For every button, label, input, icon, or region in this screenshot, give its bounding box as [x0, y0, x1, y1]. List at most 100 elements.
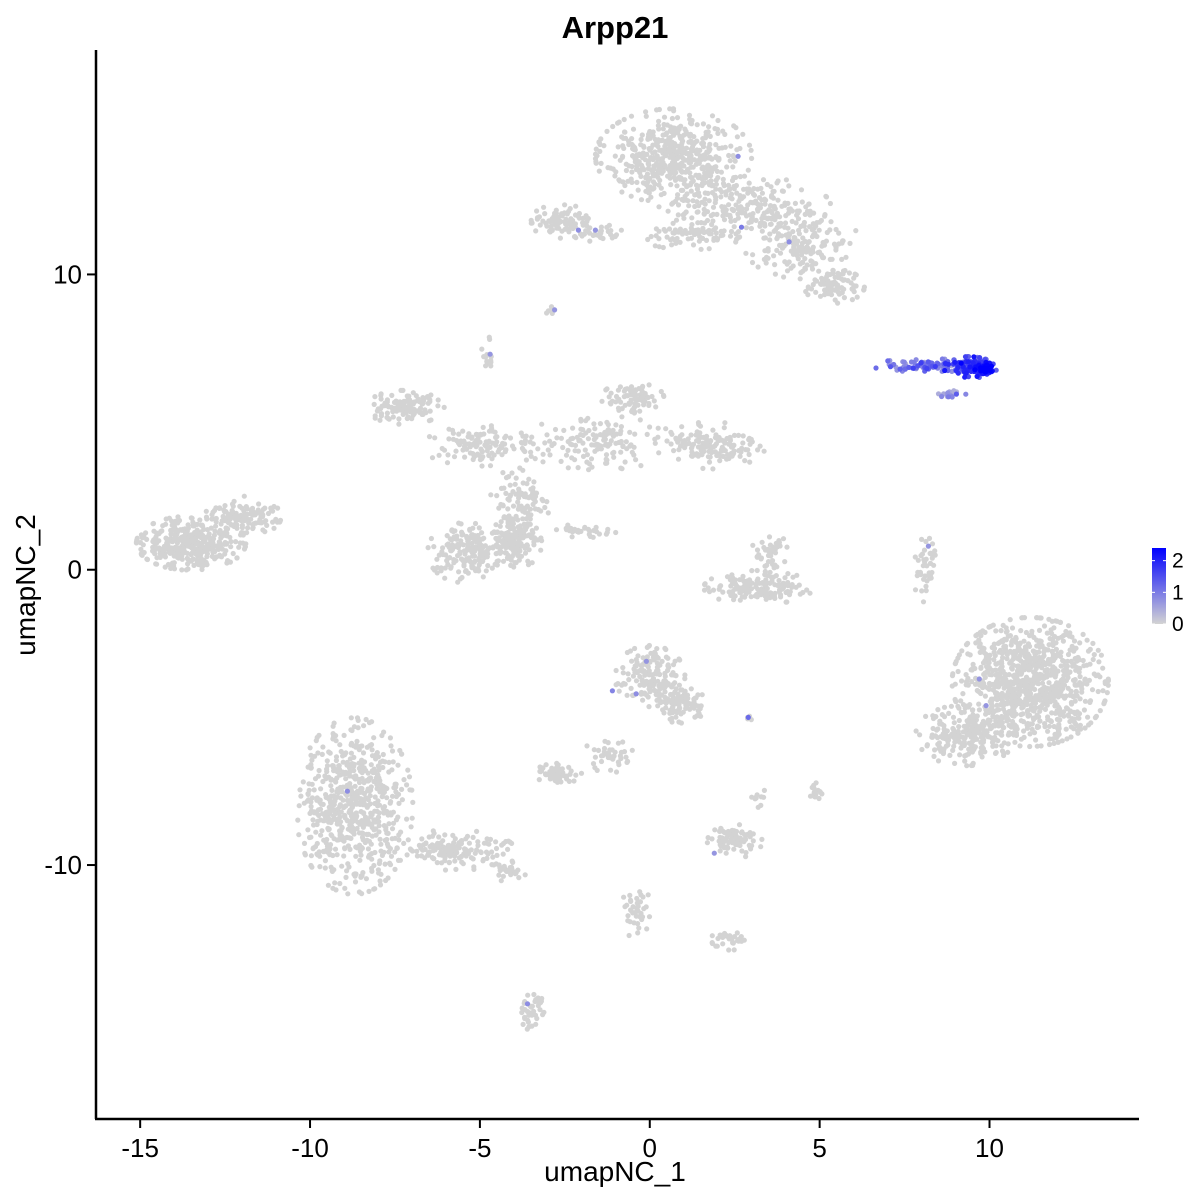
- cell-point: [470, 456, 476, 463]
- cell-point: [388, 799, 394, 805]
- cell-point: [727, 214, 734, 221]
- cell-point: [153, 540, 159, 546]
- cell-point: [549, 768, 555, 774]
- cell-point: [706, 182, 713, 188]
- cell-point: [607, 400, 613, 406]
- cell-point: [1072, 656, 1078, 662]
- cell-point: [696, 203, 702, 209]
- cell-point: [839, 256, 845, 262]
- cell-point: [706, 589, 713, 595]
- cell-point: [644, 926, 650, 932]
- cell-point: [761, 256, 768, 262]
- cell-point: [583, 228, 589, 234]
- cell-point: [176, 553, 182, 559]
- cell-point: [322, 858, 328, 864]
- cell-point: [846, 270, 853, 276]
- cell-point: [594, 767, 600, 774]
- cell-point: [622, 182, 628, 189]
- cell-point: [170, 539, 176, 545]
- cell-point: [1033, 737, 1039, 743]
- cell-point: [607, 430, 613, 436]
- cell-point: [522, 525, 528, 531]
- cell-point: [734, 134, 741, 140]
- cell-point: [337, 880, 343, 887]
- cell-point: [1024, 725, 1030, 731]
- cell-point: [331, 720, 337, 726]
- cell-point: [965, 640, 971, 647]
- cell-point: [774, 180, 780, 186]
- cell-point: [743, 250, 749, 256]
- cell-point: [686, 440, 692, 446]
- cell-point: [659, 147, 665, 153]
- cell-point: [676, 126, 682, 132]
- cell-point: [375, 814, 382, 820]
- cell-point: [956, 717, 962, 724]
- cell-point: [204, 516, 210, 522]
- cell-point: [184, 537, 190, 543]
- cell-point: [676, 656, 682, 662]
- cell-point: [634, 179, 640, 185]
- cell-point: [1046, 661, 1053, 667]
- cell-point: [513, 533, 520, 539]
- cell-point: [163, 521, 169, 527]
- cell-point: [1075, 728, 1081, 734]
- cell-point: [949, 673, 956, 679]
- cell-point: [493, 434, 499, 440]
- cell-point: [472, 558, 478, 564]
- cell-point: [1081, 663, 1087, 669]
- cell-point: [608, 755, 614, 761]
- cell-point: [670, 662, 677, 668]
- cell-point: [724, 845, 730, 851]
- cell-point: [723, 192, 729, 198]
- cell-point: [979, 721, 985, 727]
- cell-point: [669, 684, 675, 690]
- cell-point: [962, 753, 968, 759]
- cell-point: [807, 793, 814, 799]
- cell-point: [999, 667, 1005, 673]
- cell-point: [537, 222, 543, 228]
- cell-point: [660, 707, 666, 713]
- cell-point: [1045, 647, 1051, 653]
- cell-point: [1009, 625, 1016, 631]
- cell-point: [1100, 665, 1106, 671]
- cell-point: [771, 253, 777, 259]
- cell-point: [429, 455, 436, 461]
- cell-point: [767, 221, 774, 227]
- cell-point: [782, 224, 788, 230]
- cell-point: [746, 589, 752, 595]
- cell-point: [688, 174, 694, 180]
- cell-point: [999, 650, 1005, 656]
- cell-point: [757, 223, 763, 229]
- cell-point: [1055, 739, 1061, 745]
- cell-point: [604, 386, 610, 392]
- cell-point: [761, 448, 767, 454]
- cell-point: [731, 846, 737, 852]
- cell-point: [453, 448, 459, 454]
- cell-point: [396, 400, 402, 406]
- cell-point: [735, 211, 741, 217]
- cell-point: [171, 566, 178, 572]
- cell-point: [703, 132, 709, 138]
- cell-point: [548, 225, 554, 231]
- cell-point: [664, 438, 670, 444]
- cell-point: [1077, 696, 1083, 702]
- cell-point: [648, 194, 654, 200]
- cell-point: [647, 175, 653, 182]
- cell-point: [712, 126, 718, 132]
- cell-point: [544, 223, 550, 229]
- cell-point: [693, 161, 699, 167]
- cell-point: [782, 259, 788, 265]
- cell-point: [706, 198, 712, 204]
- cell-point: [751, 192, 758, 198]
- cell-point: [694, 429, 700, 435]
- cell-point: [976, 701, 982, 707]
- cell-point: [460, 542, 466, 548]
- cell-point: [535, 506, 541, 513]
- cell-point: [590, 761, 597, 767]
- cell-point: [627, 919, 633, 925]
- cell-point: [715, 117, 721, 124]
- cell-point: [521, 543, 527, 550]
- cell-point: [438, 568, 444, 574]
- cell-point: [471, 553, 478, 559]
- cell-point: [568, 768, 574, 774]
